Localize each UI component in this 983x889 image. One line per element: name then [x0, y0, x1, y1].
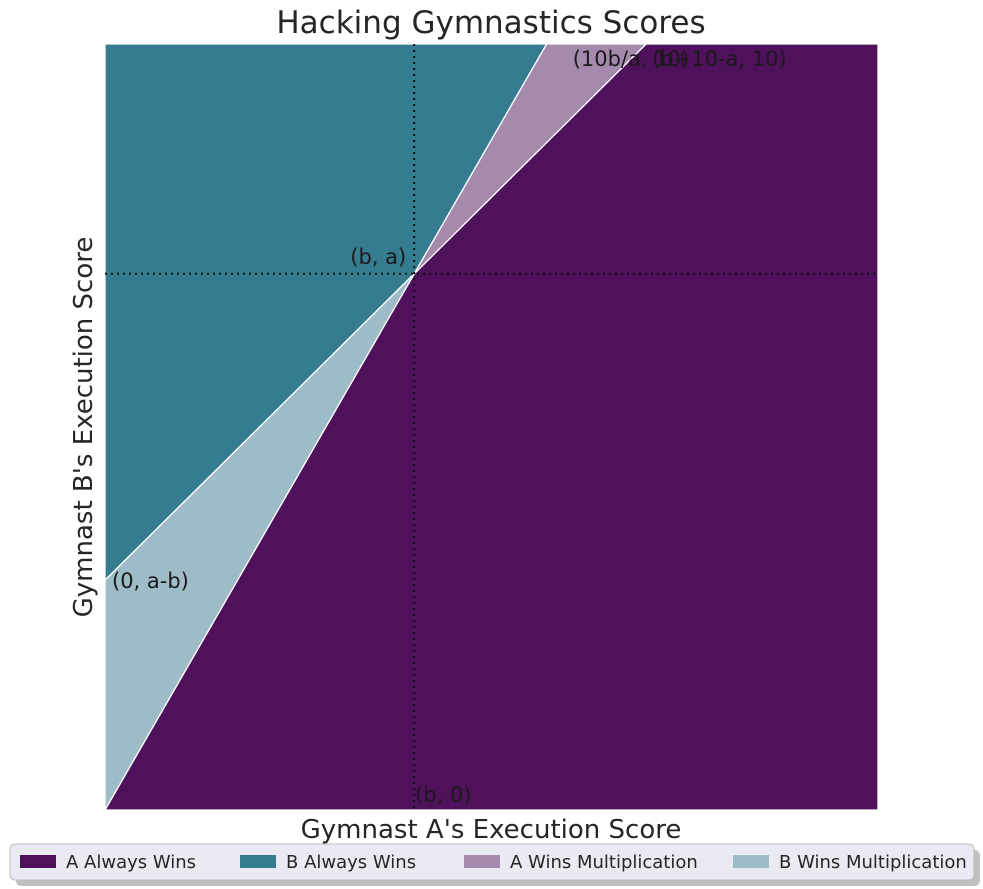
- region-a-wins-multiplication: [413, 43, 647, 275]
- legend-swatch: [464, 855, 500, 868]
- legend-label: B Always Wins: [286, 852, 416, 873]
- chart-title: Hacking Gymnastics Scores: [276, 5, 705, 41]
- legend-swatch: [240, 855, 276, 868]
- plot-area: (10b/a, 10)(b+10-a, 10) (b, a) (0, a-b) (b,…: [104, 43, 879, 811]
- legend-items: A Always Wins B Always Wins A Wins Multipl…: [20, 852, 967, 873]
- annotation-b-10-a-10: (b+10-a, 10): [652, 47, 787, 71]
- annotations-layer: (10b/a, 10)(b+10-a, 10) (b, a) (0, a-b) (b,…: [112, 47, 787, 807]
- legend-item-b-wins-multiplication: B Wins Multiplication: [733, 852, 967, 873]
- legend-item-a-always-wins: A Always Wins: [20, 852, 196, 873]
- regions-layer: [104, 43, 879, 811]
- legend-label: A Always Wins: [66, 852, 196, 873]
- legend-item-b-always-wins: B Always Wins: [240, 852, 416, 873]
- legend: A Always Wins B Always Wins A Wins Multipl…: [9, 843, 980, 886]
- legend-label: A Wins Multiplication: [510, 852, 698, 873]
- annotation-b-0: (b, 0): [415, 783, 471, 807]
- y-axis-label: Gymnast B's Execution Score: [69, 237, 99, 618]
- x-axis-label: Gymnast A's Execution Score: [301, 815, 682, 845]
- legend-item-a-wins-multiplication: A Wins Multiplication: [464, 852, 698, 873]
- region-b-wins-multiplication: [104, 273, 415, 811]
- legend-swatch: [733, 855, 769, 868]
- legend-swatch: [20, 855, 56, 868]
- annotation-b-a: (b, a): [350, 245, 406, 269]
- annotation-0-a-b: (0, a-b): [112, 569, 189, 593]
- annotation-10b-a-10: (10b/a, 10): [573, 47, 689, 71]
- legend-label: B Wins Multiplication: [779, 852, 967, 873]
- reference-lines-layer: [105, 44, 878, 810]
